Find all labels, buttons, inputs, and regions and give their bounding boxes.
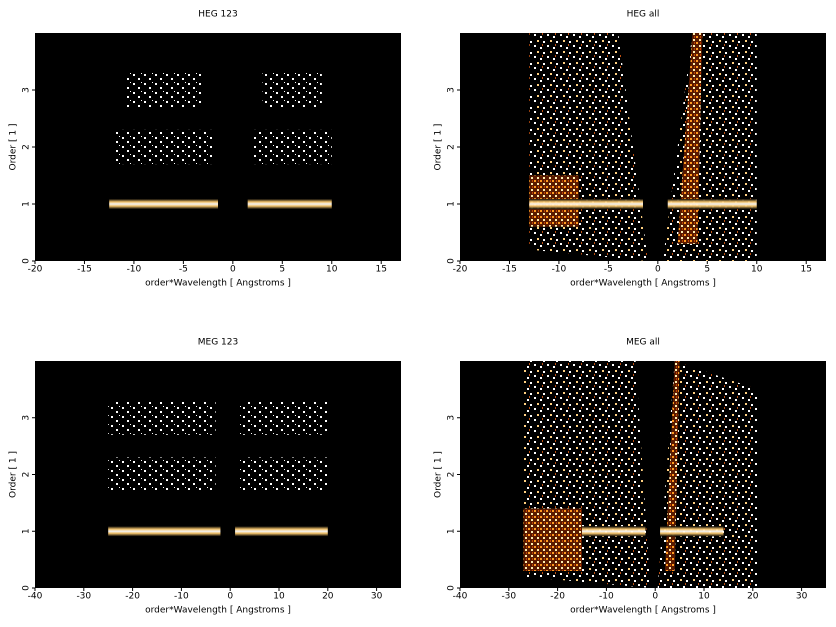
x-axis-label: order*Wavelength [ Angstroms ] bbox=[145, 606, 291, 616]
x-axis-label: order*Wavelength [ Angstroms ] bbox=[145, 279, 291, 289]
x-tick-label: -15 bbox=[77, 265, 92, 275]
order-band bbox=[262, 72, 322, 108]
point-cloud bbox=[523, 508, 582, 571]
order-band bbox=[114, 129, 214, 165]
plot-marks bbox=[108, 400, 328, 537]
x-tick-label: -5 bbox=[604, 265, 613, 275]
order-band bbox=[109, 198, 218, 210]
plot-area bbox=[460, 33, 826, 261]
order-band bbox=[582, 526, 646, 537]
y-tick-label: 3 bbox=[22, 415, 32, 421]
x-tick-label: -20 bbox=[28, 265, 43, 275]
plot-marks bbox=[529, 33, 757, 261]
order-band bbox=[124, 72, 204, 108]
y-axis-label: Order [ 1 ] bbox=[9, 124, 19, 171]
order-band bbox=[239, 457, 328, 492]
x-tick-label: 15 bbox=[375, 265, 386, 275]
order-band bbox=[667, 198, 757, 210]
y-tick-label: 1 bbox=[22, 528, 32, 534]
x-tick-label: -40 bbox=[28, 592, 43, 602]
x-tick-label: -5 bbox=[179, 265, 188, 275]
x-tick-label: 20 bbox=[747, 592, 759, 602]
y-tick-label: 3 bbox=[22, 87, 32, 93]
panel: -20 -15 -10 -5 0 5 10 15 0 1 2 3 HEG 123 order*Wavele… bbox=[9, 10, 401, 289]
y-tick-label: 2 bbox=[22, 472, 32, 478]
x-tick-label: -10 bbox=[599, 592, 614, 602]
plot-marks bbox=[523, 361, 758, 588]
chart-title: MEG all bbox=[626, 338, 660, 348]
y-axis-label: Order [ 1 ] bbox=[434, 451, 444, 498]
order-band bbox=[235, 526, 328, 537]
chart-title: HEG 123 bbox=[198, 10, 237, 20]
x-tick-label: -30 bbox=[76, 592, 91, 602]
panel: -20 -15 -10 -5 0 5 10 15 0 1 2 3 HEG all order*Wavele… bbox=[434, 10, 826, 289]
x-tick-label: 10 bbox=[273, 592, 285, 602]
y-tick-label: 1 bbox=[22, 201, 32, 207]
x-tick-label: -30 bbox=[501, 592, 516, 602]
y-axis-label: Order [ 1 ] bbox=[9, 451, 19, 498]
order-band bbox=[660, 526, 724, 537]
order-band bbox=[247, 198, 332, 210]
y-axis-label: Order [ 1 ] bbox=[434, 124, 444, 171]
x-tick-label: -20 bbox=[125, 592, 140, 602]
x-tick-label: -20 bbox=[453, 265, 468, 275]
x-tick-label: 30 bbox=[796, 592, 808, 602]
x-tick-label: -40 bbox=[453, 592, 468, 602]
x-tick-label: 5 bbox=[279, 265, 285, 275]
order-band bbox=[252, 129, 332, 165]
x-tick-label: 0 bbox=[230, 265, 236, 275]
chart-title: MEG 123 bbox=[198, 338, 238, 348]
y-tick-label: 3 bbox=[447, 87, 457, 93]
plot-area bbox=[35, 361, 401, 588]
order-band bbox=[239, 400, 328, 435]
point-cloud bbox=[664, 361, 680, 571]
y-tick-label: 2 bbox=[22, 144, 32, 150]
order-band bbox=[529, 198, 643, 210]
x-tick-label: 0 bbox=[652, 592, 658, 602]
x-tick-label: 0 bbox=[227, 592, 233, 602]
order-band bbox=[108, 400, 216, 435]
order-band bbox=[108, 457, 216, 492]
y-tick-label: 3 bbox=[447, 415, 457, 421]
point-cloud bbox=[677, 33, 703, 244]
x-tick-label: 5 bbox=[704, 265, 710, 275]
x-tick-label: 10 bbox=[751, 265, 763, 275]
panel: -40 -30 -20 -10 0 10 20 30 0 1 2 3 MEG all order*Wave… bbox=[434, 338, 826, 616]
x-tick-label: -15 bbox=[502, 265, 517, 275]
x-tick-label: 30 bbox=[371, 592, 383, 602]
x-tick-label: 15 bbox=[800, 265, 811, 275]
x-tick-label: -10 bbox=[127, 265, 142, 275]
x-tick-label: 10 bbox=[698, 592, 710, 602]
x-tick-label: -10 bbox=[552, 265, 567, 275]
order-band bbox=[108, 526, 221, 537]
y-tick-label: 0 bbox=[22, 258, 32, 264]
x-tick-label: -10 bbox=[174, 592, 189, 602]
x-tick-label: 20 bbox=[322, 592, 334, 602]
y-tick-label: 0 bbox=[447, 258, 457, 264]
plot-marks bbox=[109, 72, 332, 210]
x-tick-label: 0 bbox=[655, 265, 661, 275]
x-axis-label: order*Wavelength [ Angstroms ] bbox=[570, 606, 716, 616]
y-tick-label: 1 bbox=[447, 528, 457, 534]
chart-title: HEG all bbox=[627, 10, 660, 20]
panel: -40 -30 -20 -10 0 10 20 30 0 1 2 3 MEG 123 order*Wave… bbox=[9, 338, 401, 616]
y-tick-label: 0 bbox=[447, 585, 457, 591]
x-tick-label: -20 bbox=[550, 592, 565, 602]
y-tick-label: 2 bbox=[447, 472, 457, 478]
y-tick-label: 1 bbox=[447, 201, 457, 207]
x-tick-label: 10 bbox=[326, 265, 338, 275]
plot-area bbox=[35, 33, 401, 261]
x-axis-label: order*Wavelength [ Angstroms ] bbox=[570, 279, 716, 289]
y-tick-label: 0 bbox=[22, 585, 32, 591]
y-tick-label: 2 bbox=[447, 144, 457, 150]
